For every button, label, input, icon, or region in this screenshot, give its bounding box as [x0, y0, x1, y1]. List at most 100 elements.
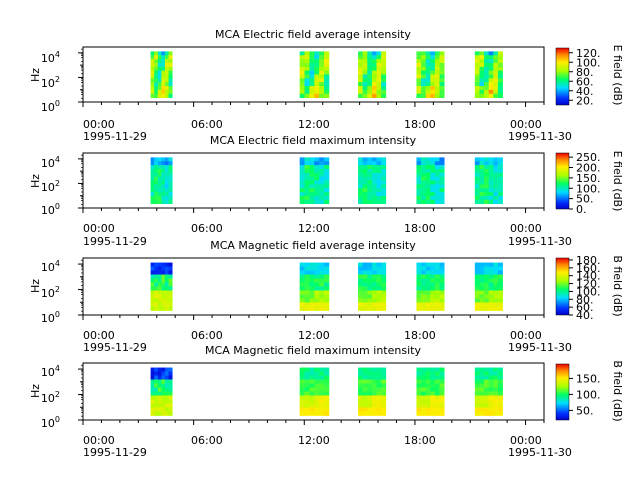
- spectrogram-cell: [488, 375, 494, 380]
- spectrogram-cell: [488, 70, 494, 75]
- spectrogram-cell: [367, 274, 373, 279]
- spectrogram-cell: [425, 82, 431, 87]
- spectrogram-cell: [439, 93, 445, 98]
- spectrogram-cell: [488, 395, 494, 400]
- spectrogram-cell: [161, 184, 166, 189]
- colorbar-tick-label: 140.: [576, 270, 601, 283]
- spectrogram-cell: [168, 278, 173, 283]
- spectrogram-cell: [168, 286, 173, 291]
- spectrogram-cell: [304, 294, 310, 299]
- spectrogram-cell: [161, 298, 166, 303]
- spectrogram-cell: [497, 93, 503, 98]
- spectrogram-cell: [430, 306, 436, 311]
- spectrogram-cell: [371, 411, 377, 416]
- spectrogram-cell: [474, 399, 480, 404]
- spectrogram-cell: [434, 176, 440, 181]
- spectrogram-cell: [430, 387, 436, 392]
- spectrogram-cell: [299, 391, 305, 396]
- spectrogram-cell: [367, 391, 373, 396]
- spectrogram-cell: [150, 367, 155, 372]
- spectrogram-cell: [479, 55, 485, 60]
- spectrogram-cell: [362, 266, 368, 271]
- spectrogram-cell: [161, 161, 166, 166]
- spectrogram-cell: [479, 176, 485, 181]
- spectrogram-cell: [497, 403, 503, 408]
- spectrogram-cell: [493, 62, 499, 68]
- spectrogram-cell: [376, 78, 382, 83]
- spectrogram-cell: [497, 306, 503, 311]
- spectrogram-cell: [439, 195, 445, 201]
- spectrogram-cell: [488, 266, 494, 271]
- spectrogram-cell: [371, 383, 377, 388]
- spectrogram-cell: [299, 383, 305, 388]
- spectrogram-cell: [299, 199, 305, 204]
- spectrogram-cell: [324, 266, 330, 271]
- spectrogram-cell: [168, 157, 173, 162]
- spectrogram-cell: [362, 195, 368, 201]
- spectrogram-cell: [362, 399, 368, 404]
- spectrogram-cell: [319, 387, 325, 392]
- spectrogram-cell: [157, 78, 162, 83]
- data-block: [416, 157, 445, 204]
- spectrogram-cell: [168, 86, 173, 91]
- spectrogram-cell: [358, 86, 364, 91]
- data-block: [416, 51, 445, 98]
- spectrogram-cell: [314, 59, 320, 64]
- spectrogram-cell: [309, 195, 315, 201]
- spectrogram-cell: [164, 165, 169, 170]
- spectrogram-cell: [416, 89, 422, 95]
- spectrogram-cell: [314, 375, 320, 380]
- spectrogram-cell: [150, 407, 155, 412]
- spectrogram-cell: [381, 70, 387, 75]
- spectrogram-cell: [324, 375, 330, 380]
- spectrogram-cell: [493, 89, 499, 95]
- spectrogram-cell: [358, 302, 364, 307]
- spectrogram-cell: [425, 391, 431, 396]
- spectrogram-cell: [304, 391, 310, 396]
- spectrogram-cell: [161, 188, 166, 193]
- spectrogram-cell: [157, 375, 162, 380]
- spectrogram-cell: [416, 371, 422, 376]
- spectrogram-cell: [381, 82, 387, 87]
- spectrogram-cell: [439, 55, 445, 60]
- spectrogram-cell: [150, 89, 155, 95]
- spectrogram-cell: [493, 161, 499, 166]
- spectrogram-cell: [314, 161, 320, 166]
- spectrogram-cell: [497, 282, 503, 287]
- spectrogram-cell: [371, 192, 377, 197]
- spectrogram-cell: [161, 395, 166, 400]
- spectrogram-cell: [421, 403, 427, 408]
- spectrogram-cell: [314, 195, 320, 201]
- colorbar: [555, 47, 570, 106]
- spectrogram-cell: [314, 379, 320, 384]
- spectrogram-cell: [474, 286, 480, 291]
- spectrogram-cell: [304, 290, 310, 295]
- spectrogram-cell: [439, 371, 445, 376]
- spectrogram-cell: [154, 62, 159, 68]
- spectrogram-cell: [493, 55, 499, 60]
- spectrogram-cell: [434, 66, 440, 72]
- spectrogram-cell: [164, 290, 169, 295]
- spectrogram-cell: [319, 294, 325, 299]
- x-axis: 00:00 06:00 12:00 18:00 00:00 1995-11-29…: [83, 118, 572, 143]
- spectrogram-cell: [430, 176, 436, 181]
- spectrogram-cell: [314, 172, 320, 178]
- y-axis-label: Hz: [29, 68, 42, 82]
- spectrogram-cell: [304, 165, 310, 170]
- spectrogram-cell: [421, 278, 427, 283]
- spectrogram-cell: [168, 74, 173, 79]
- spectrogram-cell: [434, 379, 440, 384]
- spectrogram-cell: [314, 383, 320, 388]
- spectrogram-cell: [474, 290, 480, 295]
- spectrogram-cell: [421, 78, 427, 83]
- spectrogram-cell: [168, 274, 173, 279]
- spectrogram-cell: [493, 172, 499, 178]
- spectrogram-cell: [479, 93, 485, 98]
- spectrogram-cell: [493, 294, 499, 299]
- spectrogram-cell: [479, 74, 485, 79]
- spectrogram-cell: [358, 278, 364, 283]
- spectrogram-cell: [381, 161, 387, 166]
- spectrogram-cell: [381, 306, 387, 311]
- spectrogram-cell: [150, 411, 155, 416]
- spectrogram-cell: [376, 286, 382, 291]
